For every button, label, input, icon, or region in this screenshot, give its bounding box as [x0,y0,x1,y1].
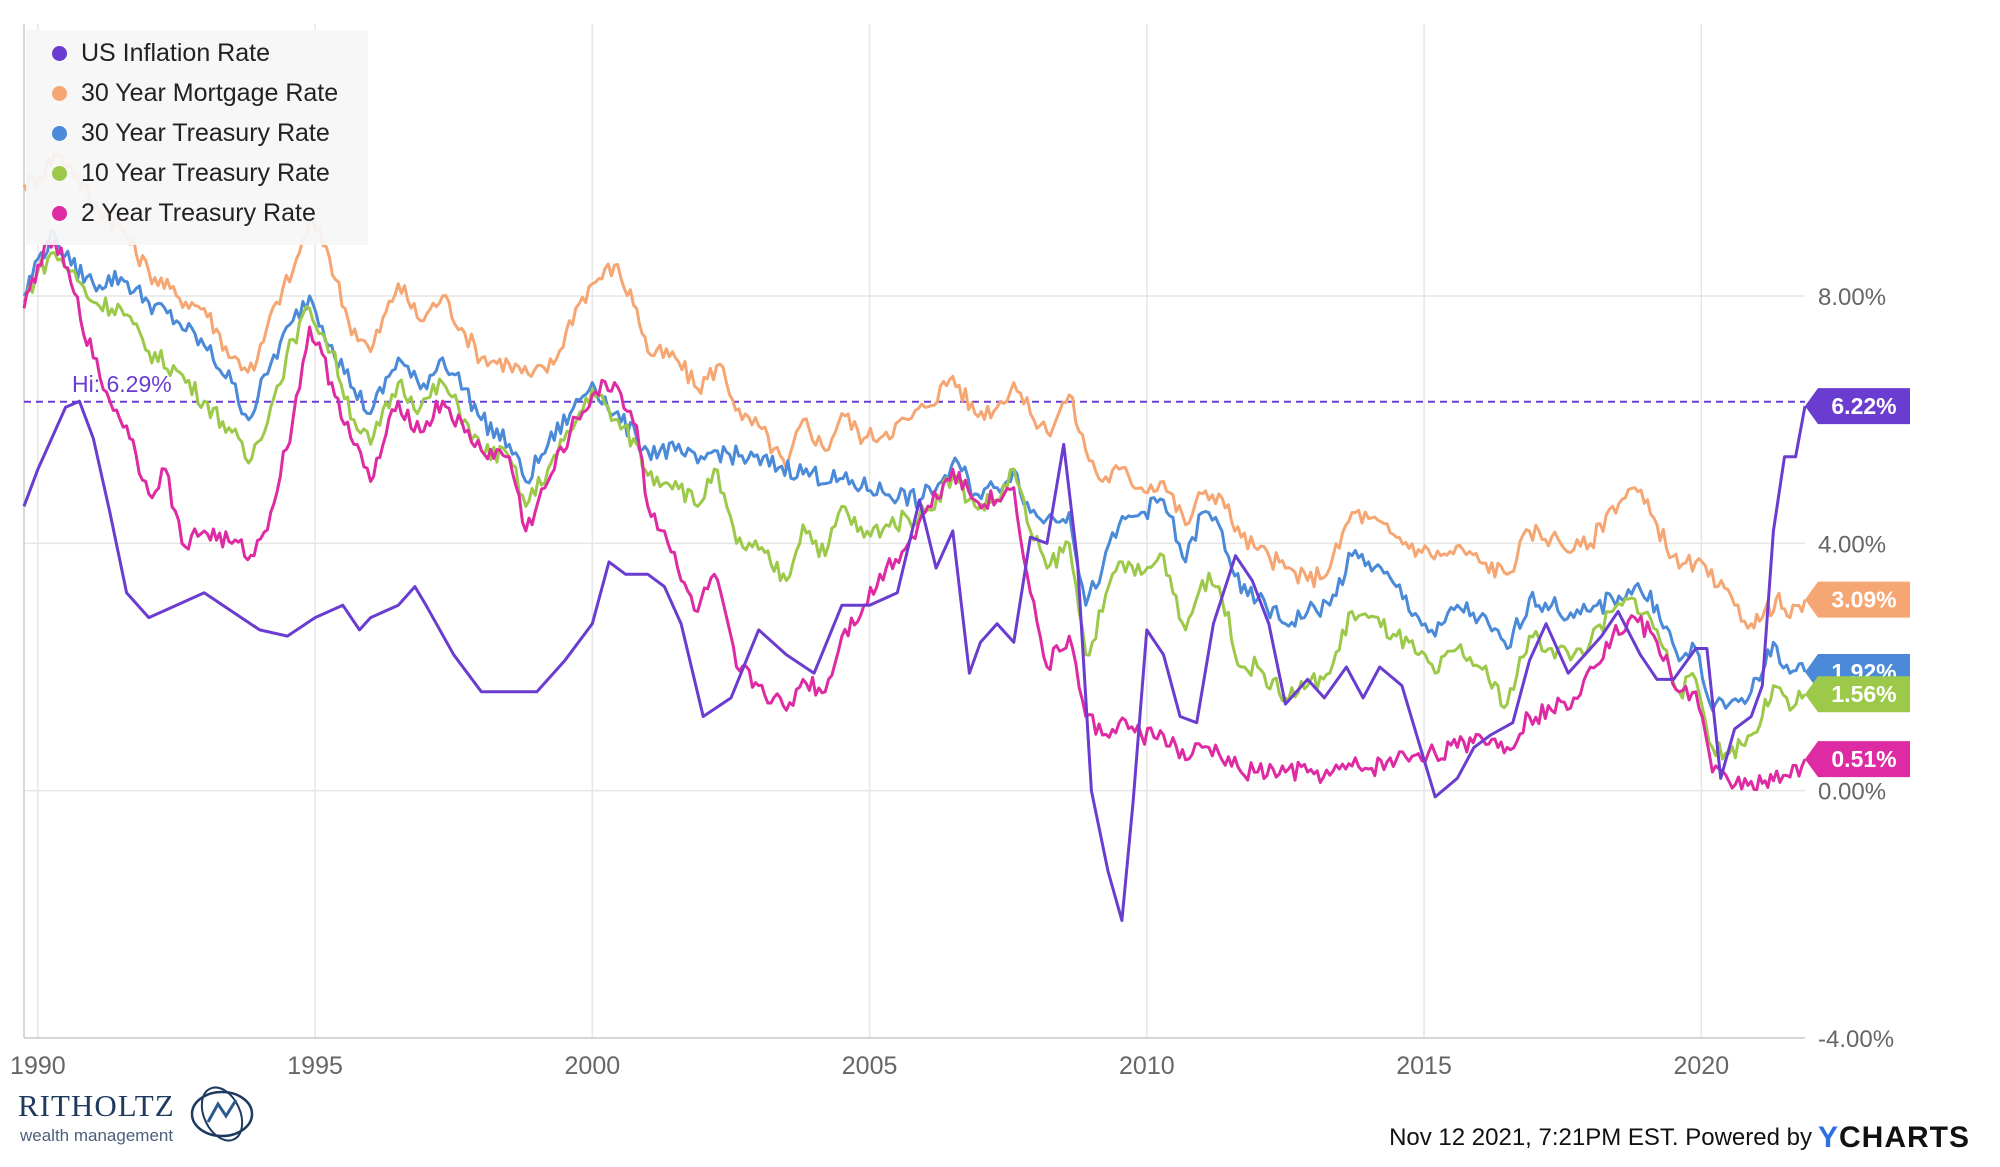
end-value-label: 6.22% [1831,393,1896,419]
legend-dot [52,85,67,101]
legend-dot [52,125,67,141]
logo-subtitle: wealth management [20,1126,174,1145]
axis-labels: -4.00% 0.00% 4.00% 8.00% 1990 1995 2000 2005 201… [10,284,1910,1080]
end-value-tag-shape [1805,741,1910,778]
end-value-label: 3.09% [1831,587,1896,613]
legend-dot [52,165,67,181]
legend: US Inflation Rate 30 Year Mortgage Rate … [26,30,368,245]
x-tick-label: 2015 [1396,1052,1452,1080]
x-tick-label: 2005 [842,1052,898,1080]
logo-name: RITHOLTZ [18,1088,175,1123]
legend-item-us-inflation[interactable]: US Inflation Rate [52,38,270,68]
legend-label: 10 Year Treasury Rate [81,158,330,187]
x-tick-label: 2000 [565,1052,621,1080]
footer: Nov 12 2021, 7:21PM EST. Powered by YCHA… [1389,1121,1970,1155]
x-tick-label: 2020 [1673,1052,1729,1080]
timestamp-text: Nov 12 2021, 7:21PM EST. Powered by [1389,1124,1812,1151]
series-line-us-inflation-rate [22,399,1807,922]
legend-dot [52,45,67,61]
y-tick-label: 8.00% [1818,284,1886,311]
legend-label: 30 Year Mortgage Rate [81,78,339,107]
end-value-tag-shape [1805,388,1910,425]
ycharts-y-glyph: Y [1817,1121,1839,1154]
series-lines [22,152,1807,922]
y-tick-label: 4.00% [1818,531,1886,558]
legend-item-30y-treasury[interactable]: 30 Year Treasury Rate [52,118,330,148]
series-line-2-year-treasury-rate [22,238,1807,792]
legend-item-10y-treasury[interactable]: 10 Year Treasury Rate [52,158,330,188]
legend-label: 2 Year Treasury Rate [81,198,316,227]
ycharts-wordmark: CHARTS [1839,1121,1970,1154]
end-value-tag-shape [1805,581,1910,618]
end-value-label: 1.56% [1831,681,1896,707]
legend-label: US Inflation Rate [81,38,270,67]
end-value-tag: 0.51% [1805,741,1910,778]
end-value-tag: 6.22% [1805,388,1910,425]
x-tick-label: 1995 [287,1052,343,1080]
end-value-tag-shape [1805,676,1910,713]
end-value-tag: 3.09% [1805,581,1910,618]
end-value-tag: 1.56% [1805,676,1910,713]
logo-emblem-icon [190,1086,254,1142]
series-line-10-year-treasury-rate [22,251,1807,761]
x-tick-label: 2010 [1119,1052,1175,1080]
ycharts-brand[interactable]: YCHARTS [1818,1121,1970,1155]
x-tick-label: 1990 [10,1052,66,1080]
y-tick-label: 0.00% [1818,779,1886,806]
end-value-label: 0.51% [1831,746,1896,772]
legend-item-2y-treasury[interactable]: 2 Year Treasury Rate [52,198,316,228]
ritholtz-logo: RITHOLTZ wealth management [18,1086,258,1148]
legend-label: 30 Year Treasury Rate [81,118,330,147]
legend-item-mortgage[interactable]: 30 Year Mortgage Rate [52,78,338,108]
y-tick-label: -4.00% [1818,1026,1894,1053]
series-line-30-year-treasury-rate [22,228,1807,712]
legend-dot [52,205,67,221]
high-marker-label: Hi: 6.29% [72,371,172,397]
